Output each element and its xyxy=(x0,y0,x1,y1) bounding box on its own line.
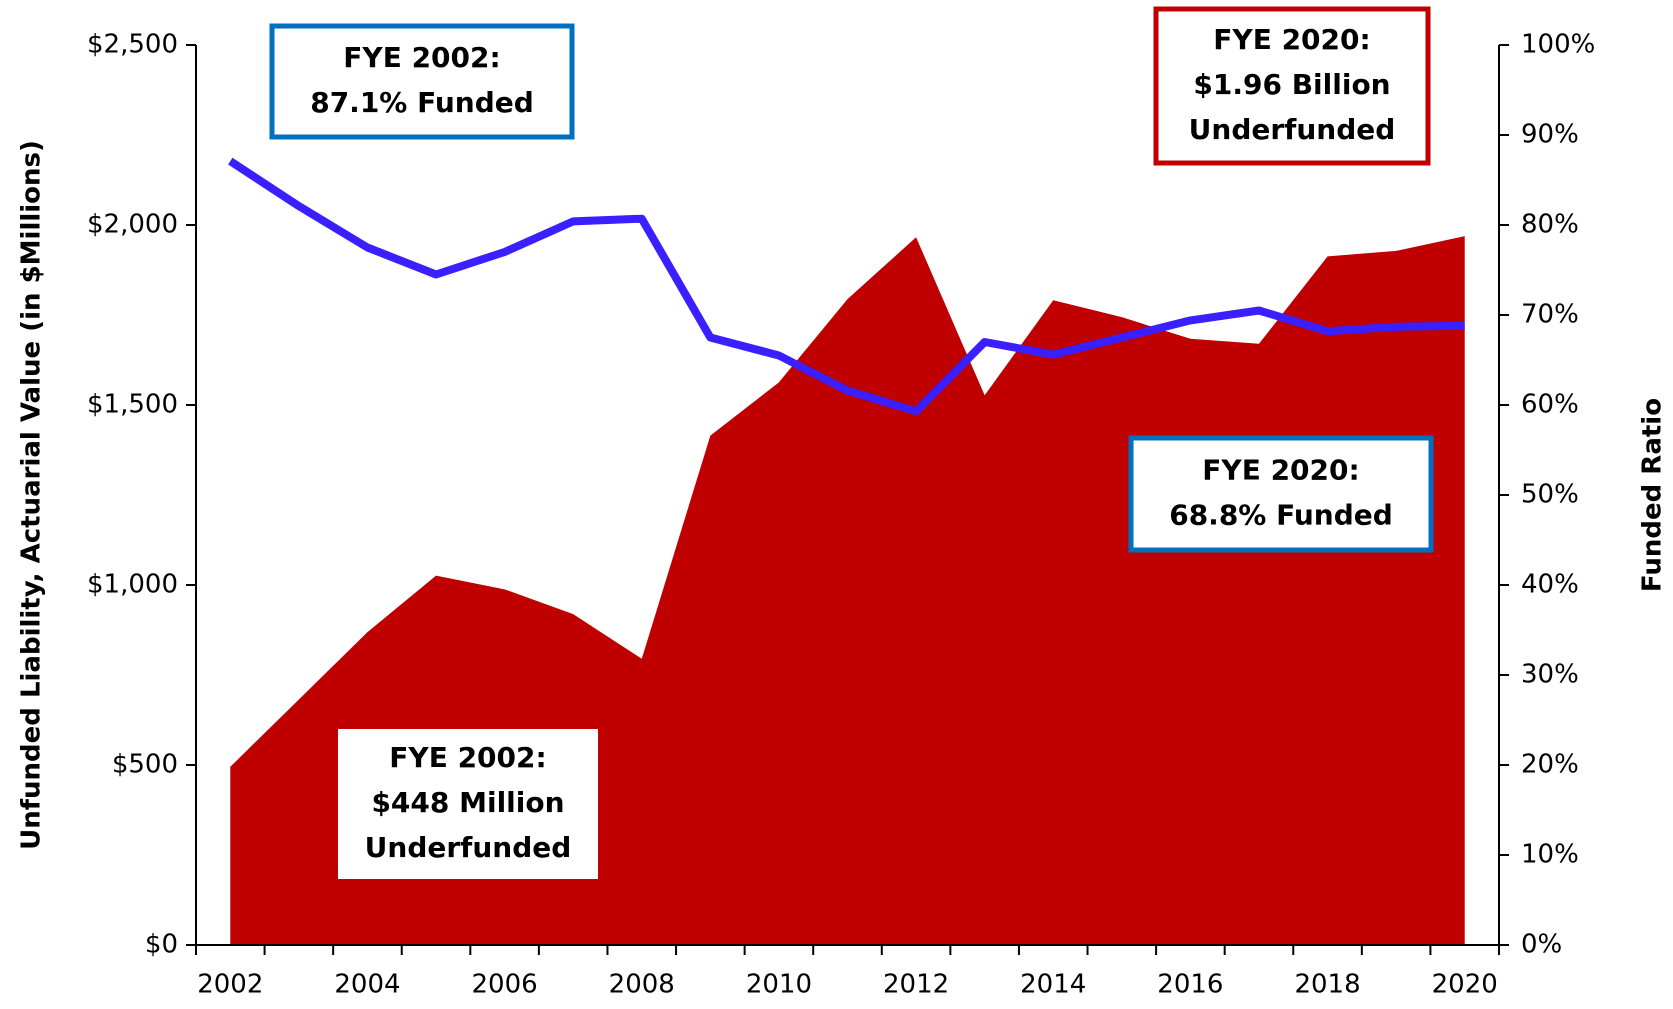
x-tick-label: 2002 xyxy=(197,970,263,1000)
annotation-text: 87.1% Funded xyxy=(310,86,534,119)
y2-tick-label: 10% xyxy=(1521,840,1579,870)
y-tick-label: $2,000 xyxy=(87,210,178,240)
y2-tick-label: 50% xyxy=(1521,480,1579,510)
annotation-text: $448 Million xyxy=(371,786,564,819)
annotation-text: FYE 2020: xyxy=(1213,23,1370,56)
y2-tick-label: 100% xyxy=(1521,30,1595,60)
y2-tick-label: 40% xyxy=(1521,570,1579,600)
annotation-box xyxy=(269,23,575,140)
annotation-text: Underfunded xyxy=(365,831,572,864)
x-tick-label: 2006 xyxy=(472,970,538,1000)
x-tick-label: 2012 xyxy=(883,970,949,1000)
y2-tick-label: 70% xyxy=(1521,300,1579,330)
x-tick-label: 2016 xyxy=(1157,970,1223,1000)
annotation-text: FYE 2020: xyxy=(1202,454,1359,487)
annotation-text: FYE 2002: xyxy=(343,41,500,74)
x-tick-label: 2008 xyxy=(609,970,675,1000)
y-tick-label: $500 xyxy=(112,750,178,780)
y-tick-label: $1,500 xyxy=(87,390,178,420)
y2-tick-label: 20% xyxy=(1521,750,1579,780)
y-tick-label: $0 xyxy=(145,930,178,960)
y2-tick-label: 30% xyxy=(1521,660,1579,690)
annotation-text: Underfunded xyxy=(1189,113,1396,146)
annotation-box xyxy=(1128,435,1434,553)
y2-tick-label: 60% xyxy=(1521,390,1579,420)
annotation: FYE 2002: 87.1% Funded xyxy=(269,23,575,140)
annotation-box xyxy=(338,729,598,879)
y-tick-label: $1,000 xyxy=(87,570,178,600)
y2-tick-label: 0% xyxy=(1521,930,1562,960)
x-tick-label: 2018 xyxy=(1294,970,1360,1000)
y-tick-label: $2,500 xyxy=(87,30,178,60)
annotation-text: 68.8% Funded xyxy=(1169,499,1393,532)
y2-tick-label: 90% xyxy=(1521,120,1579,150)
annotation: FYE 2020: 68.8% Funded xyxy=(1128,435,1434,553)
y2-axis-title: Funded Ratio xyxy=(1638,398,1668,592)
annotation: FYE 2002: $448 Million Underfunded xyxy=(338,729,598,879)
x-tick-label: 2004 xyxy=(334,970,400,1000)
annotation-box xyxy=(1153,6,1431,166)
y-axis-title: Unfunded Liability, Actuarial Value (in … xyxy=(17,140,47,850)
x-tick-label: 2010 xyxy=(746,970,812,1000)
line xyxy=(228,157,1465,416)
annotation-text: FYE 2002: xyxy=(389,741,546,774)
annotation-text: $1.96 Billion xyxy=(1193,68,1390,101)
y2-tick-label: 80% xyxy=(1521,210,1579,240)
x-tick-label: 2020 xyxy=(1432,970,1498,1000)
annotation: FYE 2020: $1.96 Billion Underfunded xyxy=(1153,6,1431,166)
x-tick-label: 2014 xyxy=(1020,970,1086,1000)
